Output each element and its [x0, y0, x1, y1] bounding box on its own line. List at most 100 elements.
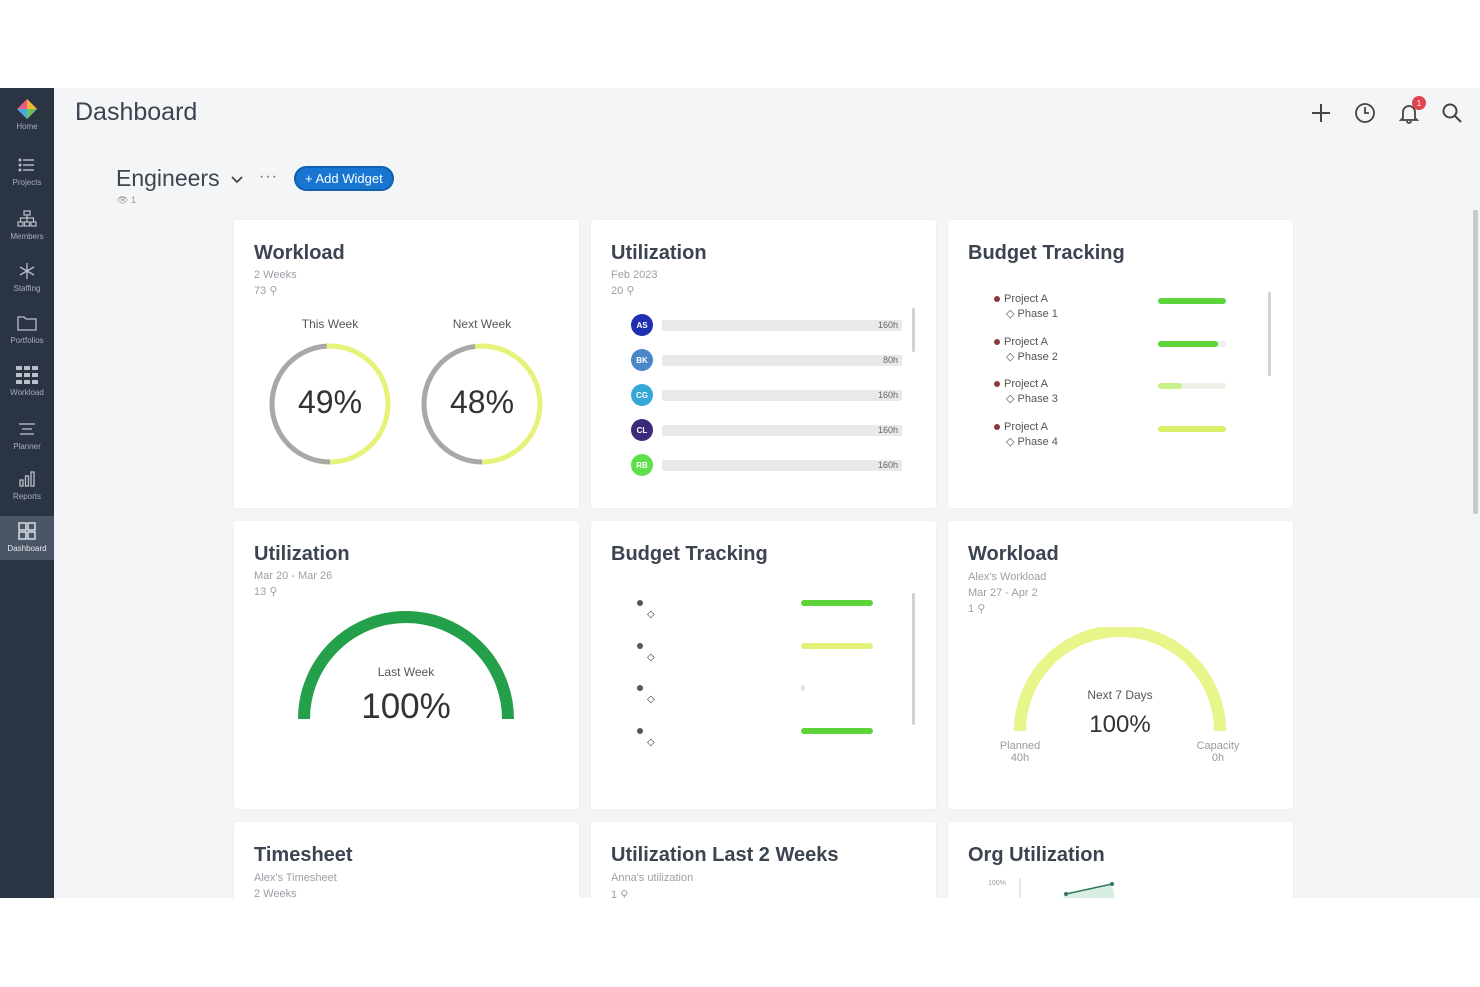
page-scrollbar[interactable] — [1473, 210, 1478, 514]
utilization-gauge-widget[interactable]: Utilization Mar 20 - Mar 26 13 ⚲ Last We… — [234, 521, 579, 809]
workload-widget[interactable]: Workload 2 Weeks 73 ⚲ This Week Next Wee… — [234, 220, 579, 508]
list-item[interactable]: Project A ◇ Phase 1 — [994, 293, 1234, 325]
budget-bar — [1158, 298, 1226, 304]
budget-bar-fill — [1158, 341, 1218, 347]
gauge-value: 100% — [361, 687, 451, 726]
avatar: CL — [631, 419, 653, 441]
person-icon: ⚲ — [620, 889, 629, 898]
widget-range: Feb 2023 — [611, 269, 658, 281]
bell-icon[interactable] — [1396, 100, 1422, 126]
people-count: 73 ⚲ — [254, 285, 278, 297]
scrollbar[interactable] — [912, 308, 915, 352]
sidebar-item-reports[interactable]: Reports — [0, 464, 54, 514]
asterisk-icon — [16, 260, 38, 282]
list-item[interactable]: Project A ◇ Phase 4 — [994, 421, 1234, 453]
list-item[interactable]: ◇ — [637, 721, 655, 748]
list-item[interactable]: CL 160h — [631, 419, 903, 441]
scrollbar[interactable] — [912, 593, 915, 725]
utilization-bar: 160h — [662, 320, 902, 331]
list-item[interactable]: RB 160h — [631, 454, 903, 476]
sidebar-item-dashboard[interactable]: Dashboard — [0, 516, 54, 560]
list-item[interactable]: ◇ — [637, 678, 655, 705]
person-icon: ⚲ — [977, 603, 986, 615]
budget-bar — [1158, 383, 1226, 389]
add-icon[interactable] — [1308, 100, 1334, 126]
widget-subtitle: Alex's Workload — [968, 571, 1047, 583]
list-item[interactable]: ◇ — [637, 593, 655, 620]
this-week-label: This Week — [301, 317, 359, 331]
people-count: 1 ⚲ — [611, 888, 628, 898]
this-week-donut — [269, 343, 391, 465]
logo-icon — [16, 98, 38, 120]
budget-tracking-widget-2[interactable]: Budget Tracking ◇ ◇ ◇ ◇ — [591, 521, 936, 809]
sidebar-item-projects[interactable]: Projects — [0, 150, 54, 200]
eye-icon: 👁 — [117, 195, 129, 205]
sidebar-item-label: Portfolios — [10, 336, 44, 345]
phase-name: ◇ Phase 2 — [1006, 351, 1058, 363]
workload-gauge-widget[interactable]: Workload Alex's Workload Mar 27 - Apr 2 … — [948, 521, 1293, 809]
hours-value: 80h — [882, 355, 898, 365]
budget-bar-fill — [1158, 383, 1182, 389]
phase-name: ◇ Phase 3 — [1006, 393, 1058, 405]
capacity-label: Capacity 0h — [1196, 740, 1240, 764]
list-icon — [16, 154, 38, 176]
add-widget-button[interactable]: + Add Widget — [294, 166, 394, 191]
utilization-widget[interactable]: Utilization Feb 2023 20 ⚲ AS 160h BK 80h… — [591, 220, 936, 508]
hours-value: 160h — [877, 390, 898, 400]
org-utilization-chart — [1019, 878, 1115, 898]
budget-bar-fill — [1158, 298, 1226, 304]
sidebar-item-label: Planner — [13, 442, 41, 451]
list-item[interactable]: Project A ◇ Phase 2 — [994, 336, 1234, 368]
person-icon: ⚲ — [269, 586, 278, 598]
viewer-count: 👁 1 — [117, 195, 136, 206]
sidebar-item-label: Members — [10, 232, 44, 241]
widget-title: Org Utilization — [968, 844, 1105, 866]
search-icon[interactable] — [1439, 100, 1465, 126]
scrollbar[interactable] — [1268, 292, 1271, 376]
budget-tracking-widget[interactable]: Budget Tracking Project A ◇ Phase 1 Proj… — [948, 220, 1293, 508]
app-window: Home Projects Members Staffing Portfolio… — [0, 88, 1480, 898]
widget-title: Budget Tracking — [968, 242, 1125, 264]
sidebar: Home Projects Members Staffing Portfolio… — [0, 88, 54, 898]
bar-chart-icon — [16, 468, 38, 490]
widget-title: Utilization — [611, 242, 707, 264]
list-item[interactable]: AS 160h — [631, 314, 903, 336]
utilization-last-2-weeks-widget[interactable]: Utilization Last 2 Weeks Anna's utilizat… — [591, 822, 936, 898]
sidebar-item-workload[interactable]: Workload — [0, 360, 54, 410]
folder-icon — [16, 312, 38, 334]
org-utilization-widget[interactable]: Org Utilization 100% — [948, 822, 1293, 898]
sidebar-item-staffing[interactable]: Staffing — [0, 256, 54, 306]
list-item[interactable]: ◇ — [637, 636, 655, 663]
sidebar-item-planner[interactable]: Planner — [0, 414, 54, 464]
planned-label: Planned 40h — [999, 740, 1041, 764]
team-selector[interactable]: Engineers — [116, 165, 220, 191]
avatar: BK — [631, 349, 653, 371]
widget-range: 2 Weeks — [254, 269, 297, 281]
sidebar-item-label: Dashboard — [7, 544, 47, 553]
list-item[interactable]: CG 160h — [631, 384, 903, 406]
widget-title: Utilization — [254, 543, 350, 565]
chevron-down-icon[interactable] — [230, 172, 244, 190]
timesheet-widget[interactable]: Timesheet Alex's Timesheet 2 Weeks — [234, 822, 579, 898]
list-item[interactable]: Project A ◇ Phase 3 — [994, 378, 1234, 410]
sidebar-item-home[interactable]: Home — [0, 94, 54, 144]
hours-value: 160h — [877, 425, 898, 435]
sidebar-item-portfolios[interactable]: Portfolios — [0, 308, 54, 358]
phase-name: ◇ Phase 1 — [1006, 308, 1058, 320]
widget-title: Timesheet — [254, 844, 353, 866]
axis-label: 100% — [988, 880, 1006, 887]
widget-title: Workload — [968, 543, 1059, 565]
next-week-label: Next Week — [452, 317, 512, 331]
list-item[interactable]: BK 80h — [631, 349, 903, 371]
people-count: 20 ⚲ — [611, 285, 635, 297]
avatar: CG — [631, 384, 653, 406]
utilization-bar: 160h — [662, 460, 902, 471]
budget-bar — [801, 685, 805, 691]
more-options-icon[interactable]: ··· — [259, 168, 278, 185]
avatar: AS — [631, 314, 653, 336]
sidebar-item-members[interactable]: Members — [0, 204, 54, 254]
widget-subtitle: Anna's utilization — [611, 872, 694, 884]
people-count: 1 ⚲ — [968, 603, 986, 615]
sidebar-item-label: Workload — [10, 388, 44, 397]
clock-icon[interactable] — [1352, 100, 1378, 126]
